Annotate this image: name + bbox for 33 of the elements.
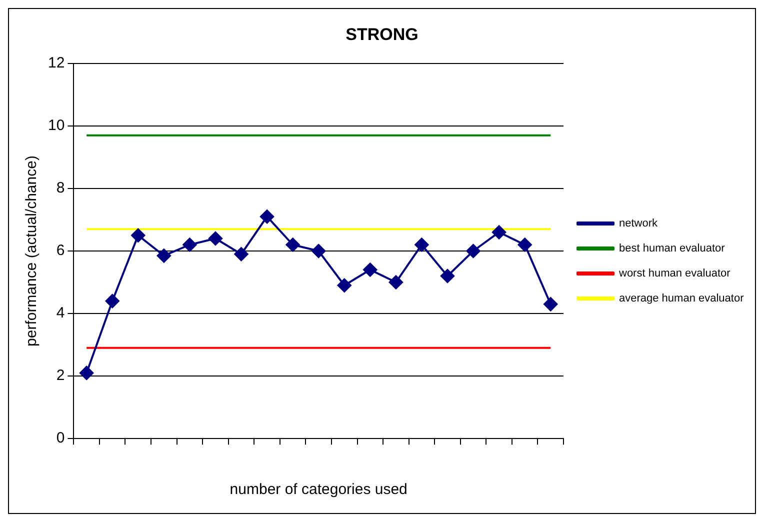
point	[440, 269, 454, 284]
x-axis-title: number of categories used	[230, 481, 408, 498]
point	[363, 262, 378, 277]
y-tick-label: 10	[48, 117, 65, 134]
point	[388, 275, 403, 290]
y-tick-label: 6	[56, 242, 65, 260]
point	[260, 210, 274, 224]
point	[286, 238, 300, 252]
point	[234, 247, 248, 262]
legend-label: network	[619, 218, 658, 230]
y-tick-label: 8	[56, 180, 65, 197]
legend-label: worst human evaluator	[618, 268, 731, 280]
y-tick-label: 2	[56, 367, 65, 384]
y-axis-title: performance (actual/chance)	[23, 156, 40, 346]
point	[131, 228, 146, 242]
point	[208, 231, 222, 246]
point	[518, 238, 532, 252]
y-tick-label: 4	[56, 304, 65, 322]
point	[105, 294, 120, 308]
point	[414, 238, 429, 252]
point	[312, 244, 326, 258]
y-tick-label: 12	[48, 54, 65, 72]
y-tick-label: 0	[56, 430, 65, 447]
point	[80, 366, 94, 380]
point	[466, 244, 480, 258]
point	[182, 238, 197, 252]
point	[156, 248, 171, 263]
point	[337, 278, 352, 292]
legend-label: average human evaluator	[619, 292, 744, 305]
chart-title: STRONG	[346, 24, 418, 44]
point	[544, 297, 558, 312]
point	[492, 225, 506, 240]
legend-label: best human evaluator	[619, 242, 726, 255]
